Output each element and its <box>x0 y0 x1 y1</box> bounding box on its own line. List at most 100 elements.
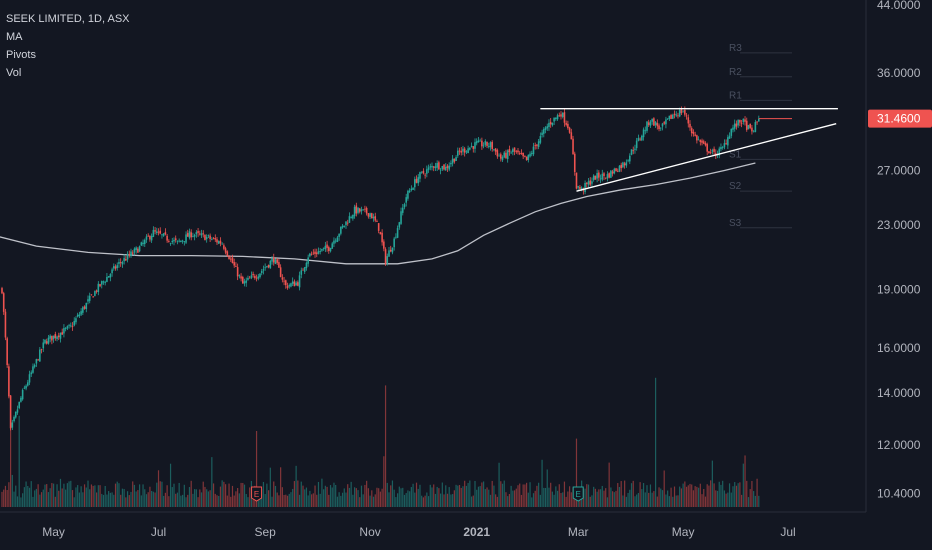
candle <box>666 118 669 120</box>
candle <box>484 139 487 147</box>
volume-bar <box>126 491 129 507</box>
candle <box>568 126 571 134</box>
volume-bar <box>357 490 359 507</box>
volume-bar <box>343 488 345 507</box>
volume-bar <box>613 492 615 507</box>
volume-bar <box>713 483 715 507</box>
candle <box>236 263 239 281</box>
volume-bar <box>415 482 418 507</box>
candle <box>66 325 69 331</box>
candle <box>670 113 672 120</box>
candle <box>315 248 318 258</box>
candle <box>364 205 366 213</box>
volume-bar <box>491 480 493 507</box>
time-axis[interactable]: May Jul Sep Nov 2021 Mar May Jul <box>0 511 866 539</box>
candle <box>546 123 549 131</box>
candle <box>500 152 502 162</box>
volume-bar <box>228 483 230 507</box>
earnings-icon[interactable]: E <box>572 486 584 502</box>
volume-bar <box>156 482 158 507</box>
volume-bar <box>730 492 732 507</box>
candle <box>529 151 531 158</box>
price-tick-label: 36.0000 <box>877 66 921 80</box>
volume-bar <box>560 493 562 507</box>
candle <box>384 247 387 266</box>
volume-bar <box>696 486 698 507</box>
volume-bar <box>703 488 705 507</box>
volume-bar <box>374 494 376 507</box>
volume-bar <box>474 480 476 507</box>
volume-bar <box>379 491 381 507</box>
volume-bar <box>195 489 197 507</box>
candle <box>369 212 371 219</box>
volume-bar <box>378 488 380 507</box>
indicator-vol[interactable]: Vol <box>6 67 22 79</box>
candle <box>427 164 430 173</box>
volume-bar <box>280 467 282 507</box>
candle <box>653 117 655 126</box>
volume-bar <box>130 491 132 507</box>
volume-bar <box>629 489 631 507</box>
candle <box>6 336 8 368</box>
candle <box>567 120 569 130</box>
candle <box>254 274 256 280</box>
candle <box>594 175 597 180</box>
candle <box>586 182 588 188</box>
volume-bar <box>727 492 729 507</box>
volume-bar <box>176 492 179 507</box>
candle <box>75 316 77 325</box>
volume-bar <box>331 487 333 507</box>
candle <box>644 126 647 135</box>
volume-bar <box>453 490 455 507</box>
candle <box>350 215 352 219</box>
volume-bar <box>311 494 313 507</box>
indicator-ma[interactable]: MA <box>6 31 23 43</box>
volume-bar <box>305 487 308 507</box>
candle <box>40 348 43 354</box>
volume-bar <box>324 485 326 507</box>
volume-bar <box>53 483 55 507</box>
volume-bar <box>505 492 507 507</box>
candle <box>278 258 280 268</box>
candle <box>61 328 63 335</box>
volume-bar <box>620 481 622 507</box>
candle <box>321 248 323 252</box>
price-axis[interactable]: 44.0000 36.0000 27.0000 23.0000 19.0000 16.00… <box>865 0 932 550</box>
volume-bar <box>599 489 602 507</box>
volume-bar <box>360 485 363 507</box>
volume-bar <box>405 493 407 507</box>
volume-bar <box>166 485 168 507</box>
candle <box>235 262 237 267</box>
volume-bar <box>316 494 318 507</box>
volume-bar <box>350 481 352 507</box>
volume-bar <box>204 486 206 507</box>
candle <box>565 120 567 127</box>
earnings-icon[interactable]: E <box>251 486 263 502</box>
candle <box>20 396 22 403</box>
indicator-pivots[interactable]: Pivots <box>6 49 36 61</box>
candle <box>457 147 459 158</box>
candle <box>537 139 540 150</box>
volume-bar <box>446 493 449 507</box>
volume-bar <box>281 487 283 507</box>
candle <box>116 262 119 271</box>
candle <box>651 118 653 125</box>
candle <box>613 167 616 175</box>
candle <box>334 238 337 244</box>
candle <box>33 363 36 369</box>
volume-bar <box>624 480 626 507</box>
volume-bar <box>364 484 366 507</box>
candle <box>379 231 382 235</box>
volume-bar <box>484 489 486 507</box>
candle <box>180 240 182 243</box>
candle <box>704 141 707 147</box>
symbol-title[interactable]: SEEK LIMITED, 1D, ASX <box>6 13 130 25</box>
candle <box>730 128 733 139</box>
volume-bars <box>1 377 760 507</box>
trendline-2[interactable] <box>576 122 837 192</box>
candle <box>21 388 24 401</box>
candle <box>374 212 377 223</box>
volume-bar <box>185 497 187 507</box>
candle <box>71 322 74 331</box>
